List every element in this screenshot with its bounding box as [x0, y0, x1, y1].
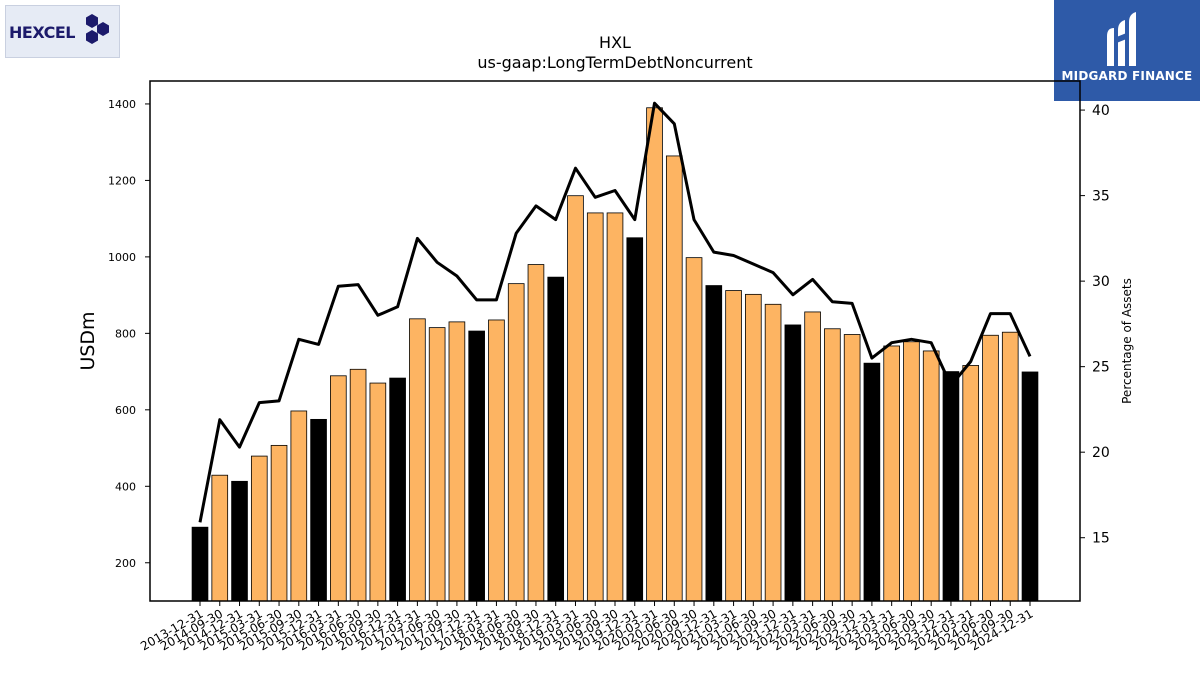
bar	[191, 526, 209, 602]
midgard-finance-logo: MIDGARD FINANCE	[1054, 0, 1200, 101]
bar	[409, 318, 426, 602]
bar	[606, 212, 624, 602]
bar	[428, 327, 446, 602]
bar	[646, 107, 663, 602]
y2-axis-label: Percentage of Assets	[1120, 278, 1134, 404]
bar	[626, 237, 644, 602]
midgard-logo-text: MIDGARD FINANCE	[1061, 69, 1193, 83]
bar	[863, 362, 881, 602]
bar	[1021, 371, 1039, 602]
bar	[705, 285, 723, 602]
midgard-mark-icon	[1107, 12, 1136, 66]
x-axis: 2013-12-312014-09-302014-12-312015-03-31…	[138, 601, 1036, 653]
bar	[567, 195, 584, 602]
bar	[468, 330, 485, 602]
bar	[1001, 331, 1019, 602]
y2-tick-label: 40	[1092, 103, 1110, 119]
y-axis-right: 15 20 25 30 35 40	[1080, 103, 1110, 547]
y-axis-left: 200 400 600 800 1000 1200 1400	[108, 98, 150, 570]
bar	[349, 368, 367, 602]
bar	[389, 377, 406, 602]
y2-tick-label: 35	[1092, 189, 1110, 205]
bar	[211, 474, 229, 602]
y2-tick-label: 30	[1092, 274, 1110, 290]
bar	[883, 345, 900, 602]
bar	[369, 382, 387, 602]
y-tick-label: 1400	[108, 98, 136, 111]
bar	[922, 350, 940, 602]
hexagon-cluster-icon	[86, 14, 109, 44]
bar	[784, 324, 802, 602]
bar	[843, 334, 861, 602]
bar	[310, 418, 327, 602]
y-tick-label: 1000	[108, 251, 136, 264]
chart-title: HXL	[599, 33, 631, 52]
bar	[507, 283, 525, 602]
bar	[547, 276, 565, 602]
y2-tick-label: 20	[1092, 445, 1110, 461]
y2-tick-label: 25	[1092, 360, 1110, 376]
bar	[448, 321, 466, 602]
bar	[250, 455, 268, 602]
bar	[745, 293, 762, 602]
hexcel-logo-text: HEXCEL	[9, 23, 75, 42]
bar	[942, 371, 960, 602]
hexcel-logo: HEXCEL	[5, 5, 120, 58]
bar	[824, 328, 841, 602]
bar	[290, 410, 308, 602]
y-tick-label: 200	[115, 557, 136, 570]
chart-subtitle: us-gaap:LongTermDebtNoncurrent	[477, 53, 752, 72]
line-series	[198, 101, 1032, 523]
y-tick-label: 1200	[108, 174, 136, 187]
bar	[488, 319, 505, 602]
y-tick-label: 800	[115, 327, 136, 340]
bar	[982, 334, 999, 602]
bar	[330, 375, 347, 602]
bar	[231, 480, 248, 602]
bar	[764, 303, 782, 602]
bar	[665, 155, 683, 602]
bar	[804, 311, 821, 602]
bar	[586, 212, 604, 602]
line-group	[198, 101, 1032, 523]
bar	[903, 341, 920, 602]
y-tick-label: 400	[115, 480, 136, 493]
bar-group	[191, 107, 1039, 602]
bar	[962, 365, 980, 602]
y-axis-label: USDm	[77, 311, 99, 370]
y-tick-label: 600	[115, 404, 136, 417]
bar	[527, 264, 545, 602]
bar	[725, 290, 742, 602]
bar	[685, 257, 703, 602]
bar	[270, 444, 288, 602]
y2-tick-label: 15	[1092, 531, 1110, 547]
